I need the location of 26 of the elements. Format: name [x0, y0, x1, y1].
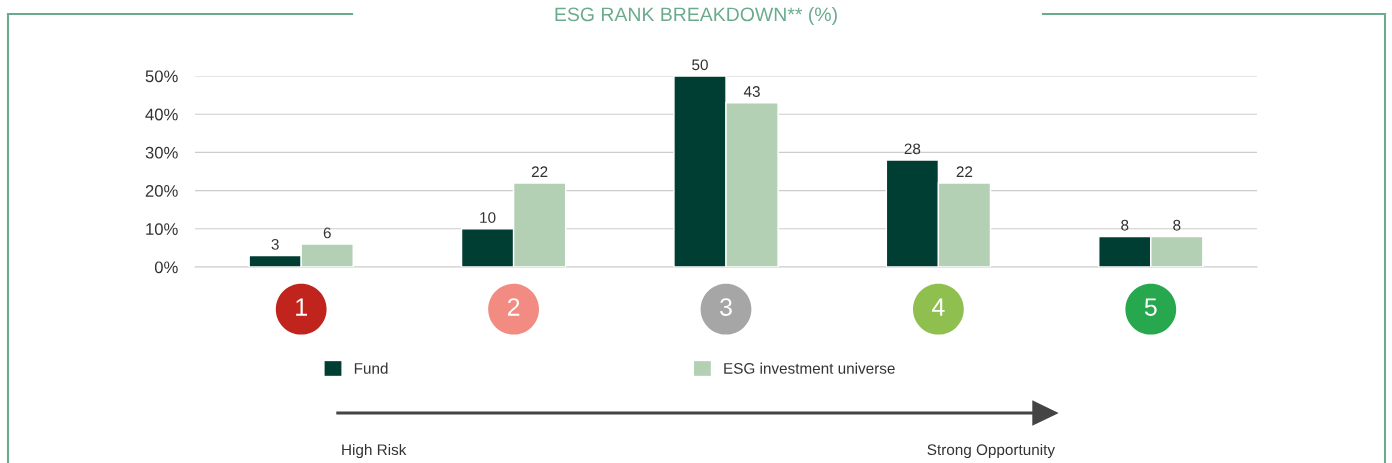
data-label: 22	[956, 166, 973, 178]
y-tick-label: 10%	[146, 223, 178, 235]
y-tick-label: 0%	[154, 261, 178, 274]
x-tick-label: 4	[932, 298, 945, 316]
text: High Risk	[342, 443, 407, 459]
data-label: 22	[531, 166, 548, 178]
y-tick-label: 50%	[145, 70, 178, 83]
chart-title: ESG RANK BREAKDOWN** (%)	[555, 6, 837, 26]
data-label: 3	[271, 238, 279, 250]
data-label: 8	[1173, 219, 1181, 231]
x-tick-label: 1	[296, 298, 307, 316]
data-label: 28	[904, 143, 921, 155]
text: Strong Opportunity	[927, 443, 1055, 459]
y-tick-label: 30%	[145, 146, 178, 159]
data-label: 10	[480, 212, 496, 223]
y-tick-label: 20%	[145, 185, 178, 197]
x-tick-label: 5	[1144, 298, 1157, 316]
y-tick-label: 40%	[145, 108, 178, 121]
legend-label: Fund	[354, 362, 388, 374]
legend-label: ESG investment universe	[724, 362, 895, 374]
data-label: 6	[323, 227, 331, 239]
x-tick-label: 3	[720, 298, 732, 316]
data-label: 43	[743, 86, 760, 97]
data-label: 50	[692, 59, 708, 71]
data-label: 8	[1121, 219, 1129, 231]
x-tick-label: 2	[507, 298, 520, 316]
